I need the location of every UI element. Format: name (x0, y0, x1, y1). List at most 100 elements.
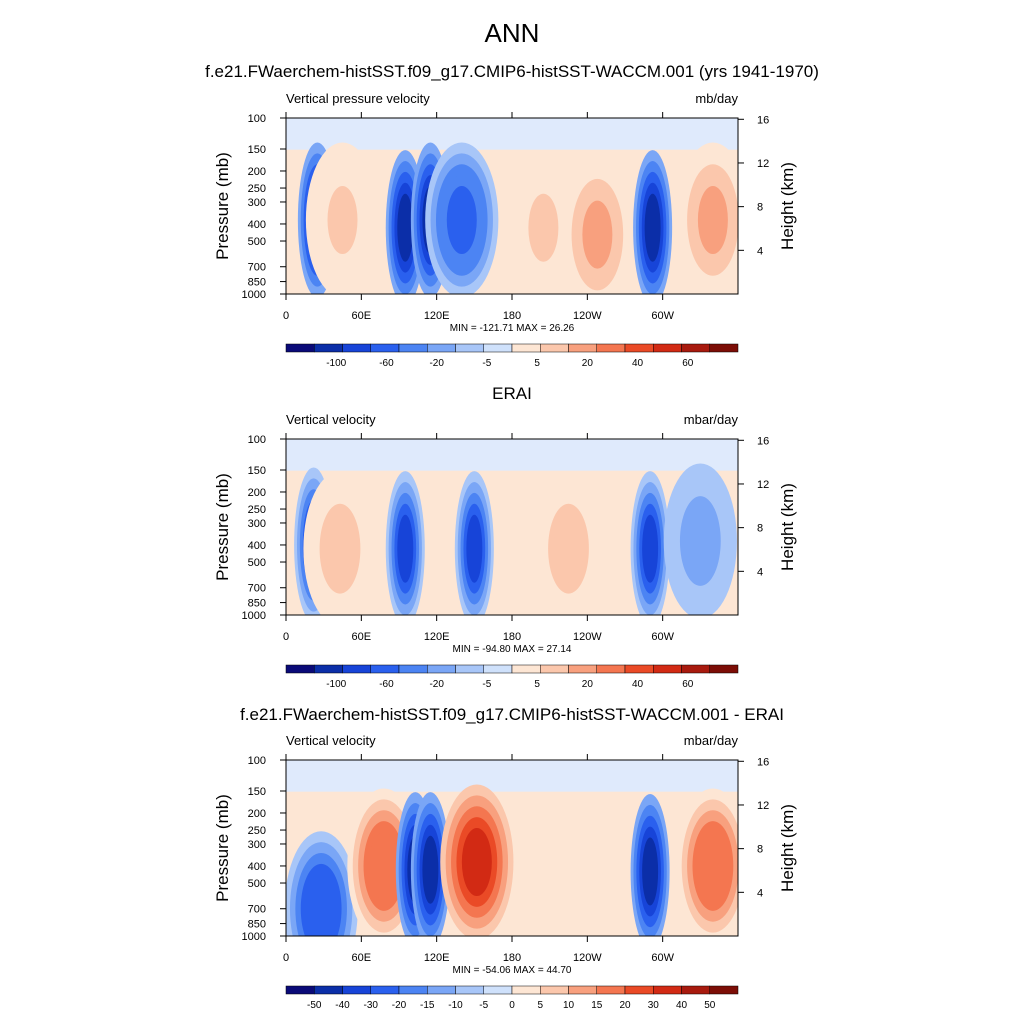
colorbar-swatch (568, 985, 597, 995)
x-tick-label: 120E (424, 631, 450, 643)
colorbar-swatch (455, 985, 484, 995)
y-tick-label: 100 (248, 113, 266, 125)
x-tick-label: 0 (283, 631, 289, 643)
colorbar-swatch (624, 343, 654, 353)
colorbar-swatch (511, 664, 541, 674)
y-tick-label: 1000 (242, 289, 266, 301)
colorbar-label: 10 (563, 1000, 575, 1011)
height-tick-label: 4 (757, 245, 763, 257)
figure-title: ANN (484, 18, 540, 48)
colorbar-swatch (342, 985, 371, 995)
colorbar-swatch (342, 343, 371, 353)
x-tick-label: 120E (424, 310, 450, 322)
height-tick-label: 12 (757, 479, 769, 491)
colorbar-label: -5 (482, 358, 491, 369)
y-tick-label: 850 (248, 919, 266, 931)
y-tick-label: 200 (248, 487, 266, 499)
colorbar-swatch (709, 985, 739, 995)
colorbar-swatch (568, 343, 597, 353)
y-tick-label: 400 (248, 219, 266, 231)
y-tick-label: 700 (248, 583, 266, 595)
colorbar-label: 5 (534, 679, 540, 690)
colorbar-swatch (596, 664, 626, 674)
colorbar-swatch (370, 985, 400, 995)
colorbar-label: 5 (537, 1000, 543, 1011)
plot-left-label: Vertical velocity (286, 733, 376, 748)
contour-feature-1 (306, 874, 337, 936)
y-tick-label: 300 (248, 197, 266, 209)
colorbar-swatch (681, 664, 710, 674)
colorbar-label: -20 (392, 1000, 407, 1011)
contour-feature-7 (685, 507, 716, 576)
contour-feature-5 (446, 186, 477, 255)
colorbar-label: 30 (648, 1000, 660, 1011)
y-tick-label: 400 (248, 540, 266, 552)
colorbar-swatch (483, 664, 513, 674)
colorbar-label: 15 (591, 1000, 603, 1011)
y-axis-label: Pressure (mb) (213, 794, 232, 902)
y-tick-label: 150 (248, 786, 266, 798)
height-axis-label: Height (km) (778, 483, 797, 571)
colorbar-swatch (653, 343, 682, 353)
colorbar-swatch (596, 343, 626, 353)
colorbar-label: -60 (379, 679, 394, 690)
height-tick-label: 12 (757, 158, 769, 170)
plot-units-label: mb/day (695, 91, 738, 106)
plot-units-label: mbar/day (684, 733, 739, 748)
height-tick-label: 4 (757, 566, 763, 578)
colorbar-label: 60 (682, 358, 694, 369)
colorbar-swatch (709, 664, 739, 674)
contour-field (286, 118, 738, 294)
x-tick-label: 120W (573, 310, 602, 322)
contour-feature-4 (466, 514, 483, 583)
colorbar-swatch (681, 985, 710, 995)
y-tick-label: 100 (248, 755, 266, 767)
height-tick-label: 8 (757, 523, 763, 535)
plot-left-label: Vertical pressure velocity (286, 91, 430, 106)
colorbar-swatch (398, 985, 428, 995)
colorbar-swatch (398, 343, 428, 353)
x-tick-label: 120W (573, 631, 602, 643)
colorbar-label: -100 (326, 679, 346, 690)
upper-band (286, 439, 738, 471)
y-tick-label: 400 (248, 861, 266, 873)
plot-units-label: mbar/day (684, 412, 739, 427)
colorbar-swatch (427, 343, 456, 353)
x-tick-label: 60W (651, 631, 674, 643)
x-tick-label: 120E (424, 952, 450, 964)
upper-band (286, 118, 738, 150)
x-tick-label: 60W (651, 310, 674, 322)
min-max-stats: MIN = -54.06 MAX = 44.70 (453, 965, 572, 976)
colorbar-swatch (483, 343, 513, 353)
colorbar-label: -30 (364, 1000, 379, 1011)
y-tick-label: 300 (248, 839, 266, 851)
colorbar-swatch (624, 664, 654, 674)
contour-feature-3 (397, 193, 414, 262)
colorbar-label: -50 (307, 1000, 322, 1011)
x-tick-label: 60W (651, 952, 674, 964)
contour-feature-2 (324, 514, 355, 583)
colorbar-swatch (624, 985, 654, 995)
colorbar-swatch (427, 664, 456, 674)
x-tick-label: 180 (503, 952, 521, 964)
contour-feature-5 (553, 514, 584, 583)
colorbar-swatch (596, 985, 626, 995)
y-tick-label: 150 (248, 465, 266, 477)
height-tick-label: 16 (757, 114, 769, 126)
colorbar-swatch (314, 664, 343, 674)
colorbar-label: -20 (429, 679, 444, 690)
y-tick-label: 200 (248, 808, 266, 820)
colorbar-swatch (540, 343, 569, 353)
x-tick-label: 60E (352, 952, 372, 964)
x-tick-label: 120W (573, 952, 602, 964)
y-tick-label: 250 (248, 504, 266, 516)
contour-feature-6 (642, 837, 659, 906)
y-tick-label: 200 (248, 166, 266, 178)
contour-feature-7 (697, 831, 728, 900)
y-tick-label: 500 (248, 878, 266, 890)
y-tick-label: 100 (248, 434, 266, 446)
plot-left-label: Vertical velocity (286, 412, 376, 427)
y-tick-label: 250 (248, 825, 266, 837)
contour-feature-6 (528, 193, 559, 262)
